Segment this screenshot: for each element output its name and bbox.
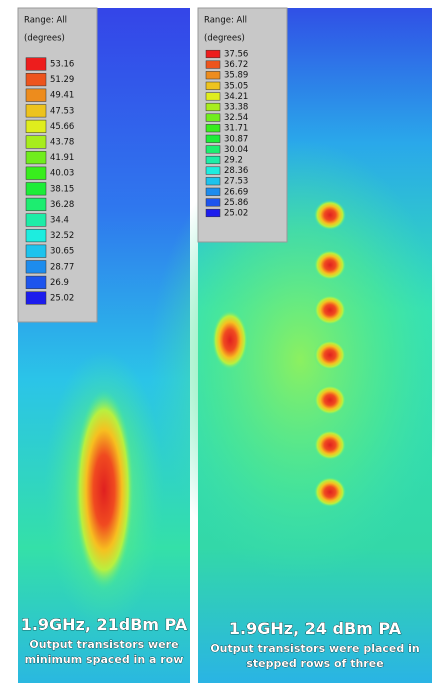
caption: 1.9GHz, 24 dBm PA Output transistors were… [210,619,420,671]
hotspot [314,477,346,507]
legend-label: 49.41 [50,91,74,101]
hotspot [314,250,346,280]
legend-label: 47.53 [50,106,74,116]
legend: Range: All(degrees)37.5636.7235.8935.053… [197,7,288,243]
hotspots [314,200,346,507]
legend-swatch [205,102,221,112]
legend-swatch [205,113,221,122]
legend-label: 31.71 [224,124,248,134]
legend-swatch [205,187,221,196]
hotspot [212,310,248,370]
legend-unit: (degrees) [24,34,65,44]
legend-label: 25.86 [224,198,248,208]
hotspot [314,295,346,325]
legend-label: 25.02 [224,209,248,219]
legend-label: 25.02 [50,294,74,304]
caption-title: 1.9GHz, 24 dBm PA [229,619,402,638]
legend-swatch [205,145,221,154]
legend-swatch [25,260,47,274]
caption-title: 1.9GHz, 21dBm PA [21,615,188,634]
legend-swatch [25,135,47,149]
legend-title: Range: All [204,16,247,26]
legend-label: 30.87 [224,134,248,144]
legend-swatch [25,88,47,102]
legend-swatch [205,134,221,143]
legend-swatch [25,182,47,196]
legend-swatch [205,81,221,90]
legend-label: 28.36 [224,166,248,176]
legend-swatch [205,198,221,207]
legend-label: 41.91 [50,153,74,163]
legend-label: 30.04 [224,145,248,155]
hotspot [314,340,346,370]
legend-label: 38.15 [50,184,74,194]
hotspot [314,385,346,415]
legend-label: 28.77 [50,262,74,272]
legend: Range: All (degrees) 53.16 51.29 49.41 47.53 4… [17,7,98,323]
legend-label: 34.21 [224,92,248,102]
legend-label: 53.16 [50,60,74,70]
legend-swatch [205,71,221,80]
legend-label: 43.78 [50,138,74,148]
legend-label: 29.2 [224,156,243,166]
legend-label: 26.69 [224,187,248,197]
caption-line: stepped rows of three [246,657,383,670]
heat-glow [150,140,435,580]
legend-swatch [25,229,47,243]
caption: 1.9GHz, 21dBm PA Output transistors were m… [20,615,188,667]
legend-label: 26.9 [50,278,69,288]
legend-swatch [25,244,47,258]
legend-label: 45.66 [50,122,74,132]
legend-label: 27.53 [224,177,248,187]
legend-label: 33.38 [224,103,248,113]
legend-swatch [205,155,221,165]
hotspot [74,390,134,590]
legend-label: 32.54 [224,113,248,123]
legend-label: 36.72 [224,60,248,70]
legend-swatch [205,166,221,175]
legend-swatch [205,60,221,69]
legend-swatch [205,49,221,59]
legend-swatch [25,151,47,165]
legend-swatch [25,57,47,71]
legend-swatch [25,166,47,180]
legend-box [17,7,98,323]
legend-label: 40.03 [50,169,74,179]
legend-label: 30.65 [50,247,74,257]
legend-label: 32.52 [50,231,74,241]
legend-title: Range: All [24,16,67,26]
legend-label: 34.4 [50,216,69,226]
legend-swatch [25,213,47,227]
legend-swatch [25,275,47,289]
hotspot [314,430,346,460]
legend-swatch [25,119,47,133]
legend-label: 51.29 [50,75,74,85]
legend-label: 37.56 [224,50,248,60]
legend-swatch [205,92,221,101]
hotspot [314,200,346,230]
caption-line: minimum spaced in a row [25,653,184,666]
legend-swatch [25,73,47,87]
legend-label: 36.28 [50,200,74,210]
legend-label: 35.05 [224,81,248,91]
caption-line: Output transistors were placed in [210,642,419,655]
legend-swatch [205,208,221,218]
legend-swatch [25,291,47,305]
legend-label: 35.89 [224,71,248,81]
legend-unit: (degrees) [204,34,245,44]
legend-swatch [25,197,47,211]
legend-swatch [205,177,221,186]
legend-swatch [25,104,47,118]
legend-swatch [205,124,221,133]
caption-line: Output transistors were [29,638,178,651]
